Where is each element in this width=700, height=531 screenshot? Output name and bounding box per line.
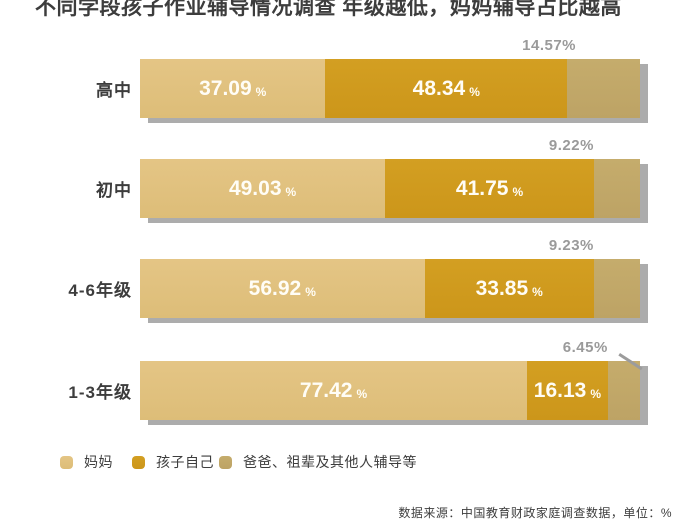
legend-item: 爸爸、祖辈及其他人辅导等 xyxy=(219,454,417,470)
bar-row: 1-3年级 77.42% 16.13% 6.45% xyxy=(0,339,700,420)
percent-sign: % xyxy=(590,386,602,401)
value-label: 77.42 xyxy=(299,378,353,402)
percent-sign: % xyxy=(305,284,316,299)
value-label: 37.09 xyxy=(199,76,252,100)
segment-2-other xyxy=(593,159,640,218)
legend-label: 爸爸、祖辈及其他人辅导等 xyxy=(243,454,417,470)
percent-sign: % xyxy=(469,84,480,99)
segment-0-mom: 56.92% xyxy=(140,259,425,318)
category-label: 1-3年级 xyxy=(68,383,132,402)
bar-row: 初中 49.03% 41.75% 9.22% xyxy=(0,137,700,218)
source-note: 数据来源：中国教育财政家庭调查数据，单位：% xyxy=(398,506,672,520)
value-label: 16.13 xyxy=(533,378,587,402)
percent-sign: % xyxy=(532,284,543,299)
title-area: 不同学段孩子作业辅导情况调查 年级越低，妈妈辅导占比越高 xyxy=(35,0,675,27)
segment-2-other xyxy=(567,59,640,118)
stacked-bar: 56.92% 33.85% xyxy=(140,259,640,318)
value-label: 48.34 xyxy=(412,76,466,100)
category-label: 初中 xyxy=(96,181,132,200)
segment-1-child-self: 48.34% xyxy=(325,59,568,118)
legend-item: 妈妈 xyxy=(60,454,113,470)
segment-1-child-self: 41.75% xyxy=(385,159,594,218)
chart-title: 不同学段孩子作业辅导情况调查 年级越低，妈妈辅导占比越高 xyxy=(35,0,622,19)
segment-0-mom: 49.03% xyxy=(140,159,386,218)
segment-1-child-self: 16.13% xyxy=(527,361,608,420)
remainder-label: 9.22% xyxy=(548,137,594,154)
category-label: 4-6年级 xyxy=(68,281,132,300)
segment-0-mom: 77.42% xyxy=(140,361,528,420)
remainder-label: 6.45% xyxy=(562,339,608,356)
percent-sign: % xyxy=(285,184,297,199)
segment-0-mom: 37.09% xyxy=(140,59,326,118)
percent-sign: % xyxy=(512,184,524,199)
legend-swatch-icon xyxy=(132,455,145,469)
segment-2-other xyxy=(607,361,640,420)
legend-label: 妈妈 xyxy=(84,454,113,470)
value-label: 33.85 xyxy=(475,276,529,300)
percent-sign: % xyxy=(255,84,267,99)
value-label: 49.03 xyxy=(228,176,282,200)
legend-item: 孩子自己 xyxy=(132,454,214,470)
stacked-bar: 37.09% 48.34% xyxy=(140,59,640,118)
percent-sign: % xyxy=(356,386,368,401)
remainder-label: 9.23% xyxy=(548,237,594,254)
bar-row: 高中 37.09% 48.34% 14.57% xyxy=(0,37,700,118)
bar-row: 4-6年级 56.92% 33.85% 9.23% xyxy=(0,237,700,318)
category-label: 高中 xyxy=(96,81,132,100)
remainder-label: 14.57% xyxy=(522,37,577,54)
stacked-bar: 49.03% 41.75% xyxy=(140,159,640,218)
segment-2-other xyxy=(593,259,640,318)
legend-swatch-icon xyxy=(60,455,73,469)
legend-swatch-icon xyxy=(219,455,232,469)
value-label: 56.92 xyxy=(248,276,302,300)
segment-1-child-self: 33.85% xyxy=(424,259,594,318)
value-label: 41.75 xyxy=(455,176,509,200)
stacked-bar: 77.42% 16.13% xyxy=(140,361,640,420)
legend-label: 孩子自己 xyxy=(156,454,214,470)
